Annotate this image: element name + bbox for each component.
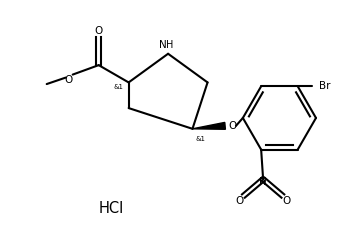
Text: Br: Br [320, 81, 331, 91]
Text: O: O [228, 121, 236, 131]
Text: &1: &1 [195, 136, 205, 142]
Text: HCl: HCl [98, 201, 124, 216]
Text: N: N [159, 40, 167, 50]
Text: H: H [166, 40, 174, 50]
Text: O: O [65, 75, 73, 85]
Polygon shape [193, 122, 225, 129]
Text: O: O [283, 196, 291, 206]
Text: O: O [95, 26, 103, 36]
Text: &1: &1 [114, 84, 124, 90]
Text: N: N [259, 177, 267, 187]
Text: O: O [235, 196, 244, 206]
